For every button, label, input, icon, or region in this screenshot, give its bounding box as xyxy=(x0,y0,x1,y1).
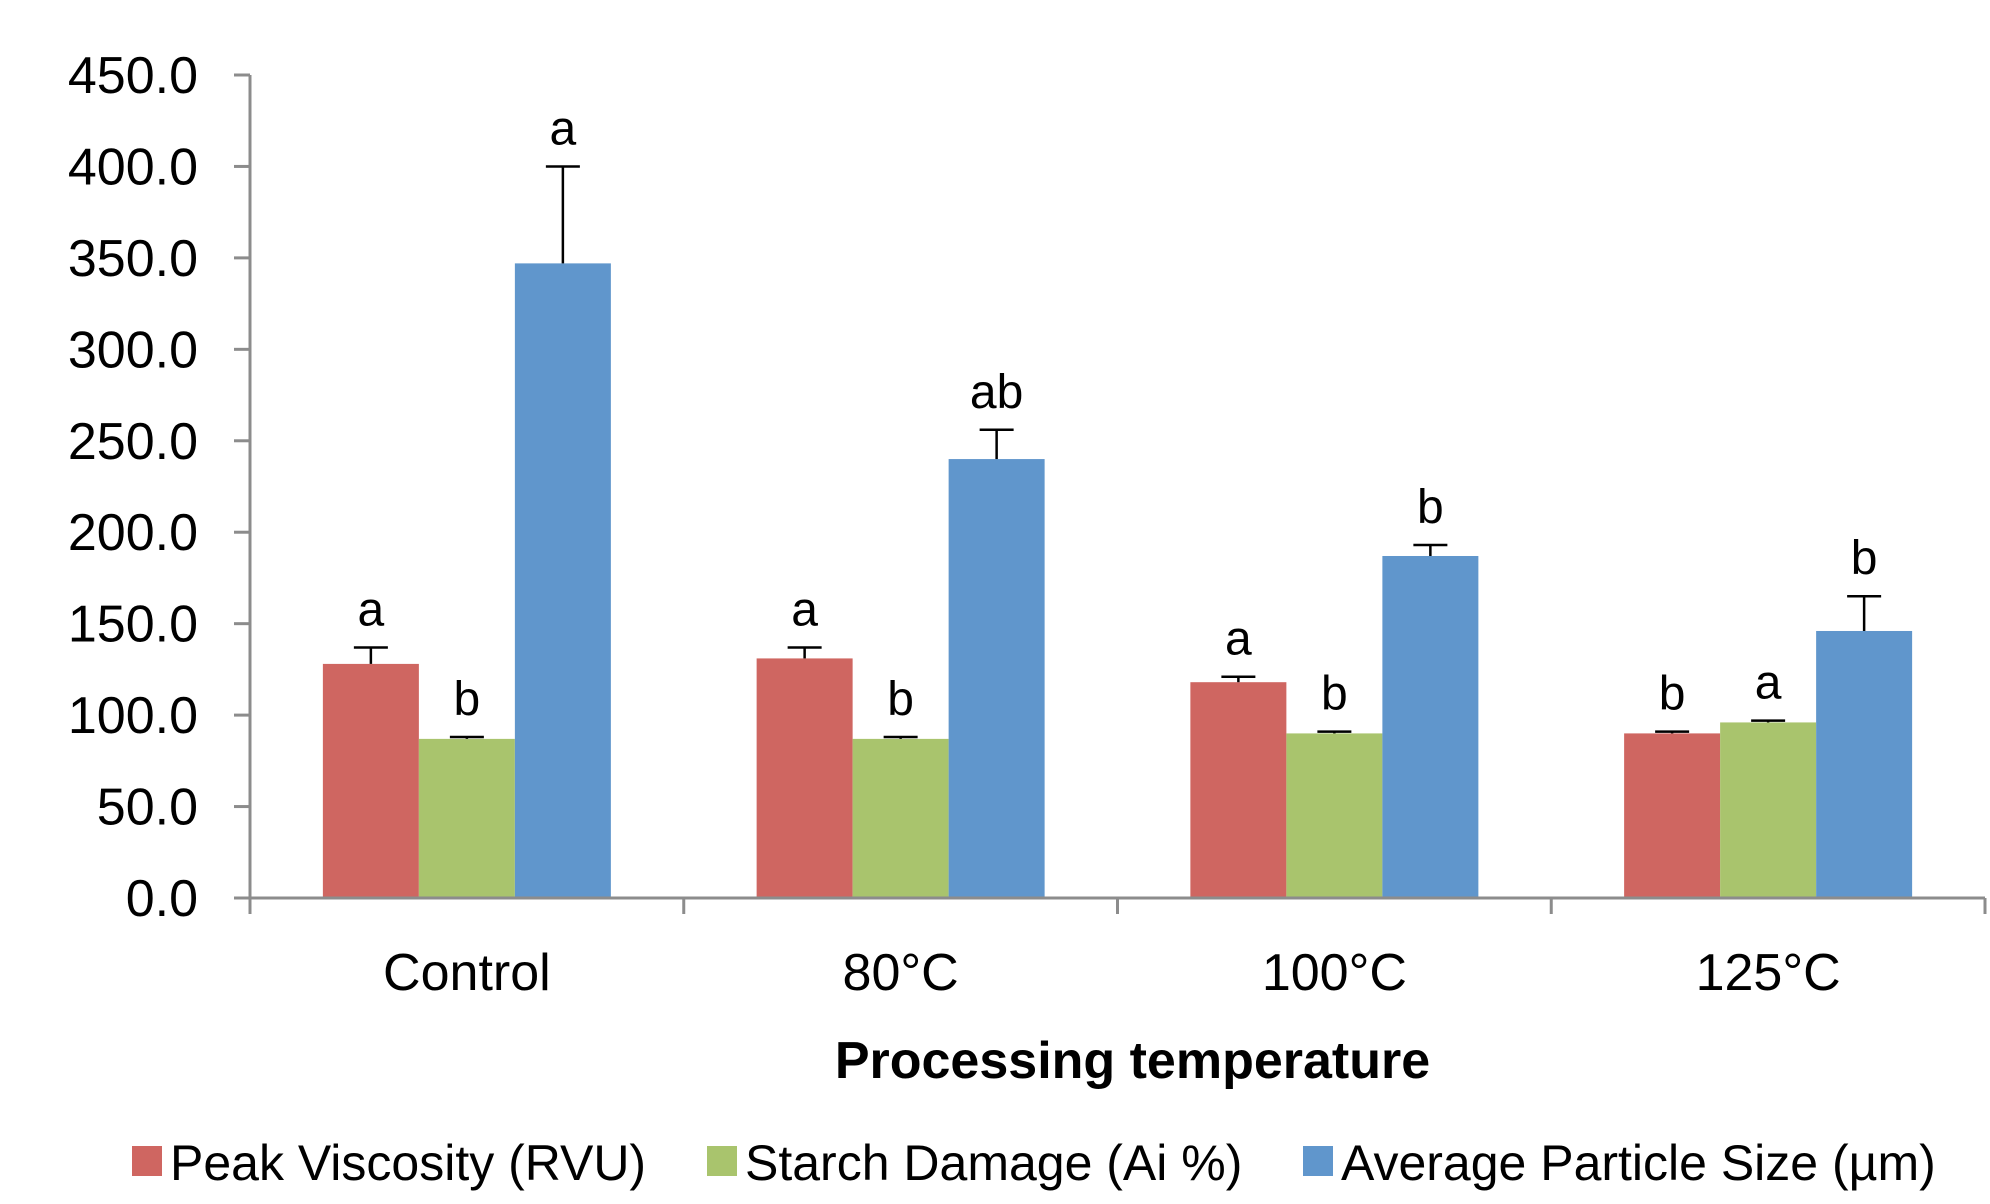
x-axis-title: Processing temperature xyxy=(835,1032,1430,1090)
legend-swatch xyxy=(1303,1146,1333,1176)
y-tick-label: 450.0 xyxy=(68,47,198,105)
significance-label: a xyxy=(358,583,385,636)
y-tick-label: 350.0 xyxy=(68,230,198,288)
y-tick-label: 100.0 xyxy=(68,687,198,745)
bar xyxy=(1286,733,1383,898)
y-tick-label: 300.0 xyxy=(68,321,198,379)
significance-label: b xyxy=(1851,532,1878,585)
legend-swatch xyxy=(707,1146,737,1176)
x-axis: Control 80°C 100°C 125°C xyxy=(248,896,1987,1002)
significance-label: b xyxy=(1659,668,1686,721)
significance-label: ab xyxy=(970,366,1023,419)
legend-label: Peak Viscosity (RVU) xyxy=(170,1135,646,1191)
bar xyxy=(948,459,1045,898)
y-axis: 0.0 50.0 100.0 150.0 200.0 250.0 300.0 350.0 400… xyxy=(68,47,252,928)
significance-label: b xyxy=(1417,481,1444,534)
significance-label: b xyxy=(887,673,914,726)
bar xyxy=(852,738,949,898)
y-tick-label: 250.0 xyxy=(68,413,198,471)
legend-label: Starch Damage (Ai %) xyxy=(745,1135,1242,1191)
significance-label: a xyxy=(791,583,818,636)
y-tick-label: 50.0 xyxy=(97,779,198,837)
significance-label: b xyxy=(1321,668,1348,721)
x-tick-label: 80°C xyxy=(843,944,959,1002)
y-tick-label: 200.0 xyxy=(68,504,198,562)
bar xyxy=(1624,733,1721,898)
bar xyxy=(1816,630,1913,898)
bar xyxy=(418,738,515,898)
x-tick-label: 100°C xyxy=(1262,944,1407,1002)
significance-label: a xyxy=(550,102,577,155)
significance-label: b xyxy=(454,673,481,726)
legend-label: Average Particle Size (µm) xyxy=(1341,1135,1936,1191)
bar xyxy=(756,658,853,898)
x-tick-label: Control xyxy=(383,944,551,1002)
y-tick-label: 400.0 xyxy=(68,138,198,196)
bar xyxy=(1190,682,1287,898)
bar xyxy=(1720,722,1817,898)
bar xyxy=(1382,555,1479,898)
significance-label: a xyxy=(1225,613,1252,666)
legend: Peak Viscosity (RVU) Starch Damage (Ai %)… xyxy=(132,1135,1936,1191)
legend-swatch xyxy=(132,1146,162,1176)
significance-label: a xyxy=(1755,657,1782,710)
bar xyxy=(514,263,611,898)
bar xyxy=(322,663,419,898)
y-tick-label: 150.0 xyxy=(68,596,198,654)
x-tick-label: 125°C xyxy=(1696,944,1841,1002)
y-tick-label: 0.0 xyxy=(126,870,198,928)
